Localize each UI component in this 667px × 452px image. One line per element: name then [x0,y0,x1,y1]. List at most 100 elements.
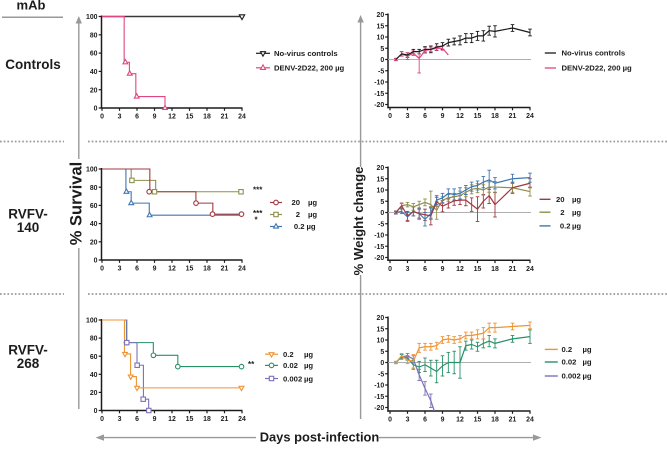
svg-text:-15: -15 [374,394,384,401]
svg-text:21: 21 [509,417,517,424]
svg-text:20: 20 [291,198,300,207]
svg-text:2: 2 [560,208,564,217]
svg-text:0: 0 [100,266,104,273]
svg-text:80: 80 [90,336,98,343]
svg-text:15: 15 [474,113,482,120]
svg-text:21: 21 [221,114,229,121]
svg-text:9: 9 [441,113,445,120]
svg-text:15: 15 [474,266,482,273]
svg-text:9: 9 [441,417,445,424]
svg-text:0: 0 [94,106,98,113]
svg-text:18: 18 [203,266,211,273]
svg-text:**: ** [248,360,255,369]
svg-text:-10: -10 [374,233,384,240]
svg-text:60: 60 [90,203,98,210]
svg-text:0.002: 0.002 [562,372,581,381]
svg-text:µg: µg [572,208,581,217]
svg-text:15: 15 [186,266,194,273]
svg-text:60: 60 [90,51,98,58]
svg-text:6: 6 [423,266,427,273]
svg-text:268: 268 [17,356,40,371]
svg-text:0: 0 [380,57,384,64]
svg-text:20: 20 [377,315,385,322]
svg-text:µg: µg [572,222,581,231]
svg-text:6: 6 [135,114,139,121]
svg-text:0: 0 [388,266,392,273]
svg-text:18: 18 [203,416,211,423]
svg-text:5: 5 [380,199,384,206]
svg-text:9: 9 [153,266,157,273]
svg-text:-20: -20 [374,405,384,412]
svg-text:6: 6 [423,113,427,120]
svg-text:6: 6 [135,266,139,273]
svg-text:40: 40 [90,221,98,228]
svg-text:No-virus controls: No-virus controls [274,49,338,58]
svg-text:µg: µg [583,345,592,354]
svg-text:0: 0 [94,258,98,265]
svg-text:20: 20 [377,12,385,19]
svg-text:µg: µg [307,222,316,231]
svg-text:RVFV-: RVFV- [8,207,48,222]
svg-text:24: 24 [526,266,534,273]
svg-text:9: 9 [441,266,445,273]
svg-text:3: 3 [118,416,122,423]
svg-text:RVFV-: RVFV- [8,343,48,358]
svg-text:12: 12 [456,113,464,120]
svg-text:9: 9 [153,114,157,121]
svg-text:12: 12 [456,417,464,424]
svg-text:15: 15 [377,326,385,333]
svg-text:24: 24 [238,114,246,121]
svg-text:20: 20 [377,165,385,172]
svg-text:% Weight change: % Weight change [351,167,366,276]
svg-text:-15: -15 [374,244,384,251]
svg-text:40: 40 [90,69,98,76]
svg-text:0: 0 [388,417,392,424]
svg-text:DENV-2D22, 200 µg: DENV-2D22, 200 µg [562,64,633,73]
svg-text:0.2: 0.2 [283,350,294,359]
svg-text:100: 100 [86,318,98,325]
svg-text:µg: µg [304,350,313,359]
svg-text:5: 5 [380,349,384,356]
svg-text:-10: -10 [374,80,384,87]
svg-text:***: *** [253,186,263,195]
svg-text:-10: -10 [374,383,384,390]
svg-text:0.2: 0.2 [562,345,573,354]
svg-text:µg: µg [572,195,581,204]
svg-text:12: 12 [168,266,176,273]
svg-text:18: 18 [491,417,499,424]
svg-text:µg: µg [308,198,317,207]
svg-text:12: 12 [168,416,176,423]
svg-text:12: 12 [168,114,176,121]
svg-text:0: 0 [380,210,384,217]
svg-text:0: 0 [94,408,98,415]
svg-text:0: 0 [100,114,104,121]
svg-text:-5: -5 [378,68,384,75]
svg-text:% Survival: % Survival [68,162,86,245]
svg-text:µg: µg [304,361,313,370]
svg-text:12: 12 [456,266,464,273]
svg-text:20: 20 [90,87,98,94]
svg-text:40: 40 [90,372,98,379]
svg-text:15: 15 [377,176,385,183]
svg-text:3: 3 [118,114,122,121]
svg-text:3: 3 [406,266,410,273]
svg-text:*: * [255,216,259,225]
svg-text:15: 15 [186,416,194,423]
svg-text:0.02: 0.02 [562,358,577,367]
svg-text:21: 21 [509,113,517,120]
svg-text:µg: µg [304,374,313,383]
svg-text:15: 15 [474,417,482,424]
svg-text:6: 6 [423,417,427,424]
svg-text:80: 80 [90,185,98,192]
svg-text:24: 24 [238,416,246,423]
svg-text:21: 21 [509,266,517,273]
svg-text:10: 10 [377,35,385,42]
svg-text:Controls: Controls [5,57,61,72]
svg-text:3: 3 [406,113,410,120]
svg-text:100: 100 [86,167,98,174]
svg-text:15: 15 [186,114,194,121]
svg-text:140: 140 [17,220,40,235]
svg-text:24: 24 [526,417,534,424]
svg-text:0.2: 0.2 [294,222,305,231]
svg-text:-5: -5 [378,371,384,378]
